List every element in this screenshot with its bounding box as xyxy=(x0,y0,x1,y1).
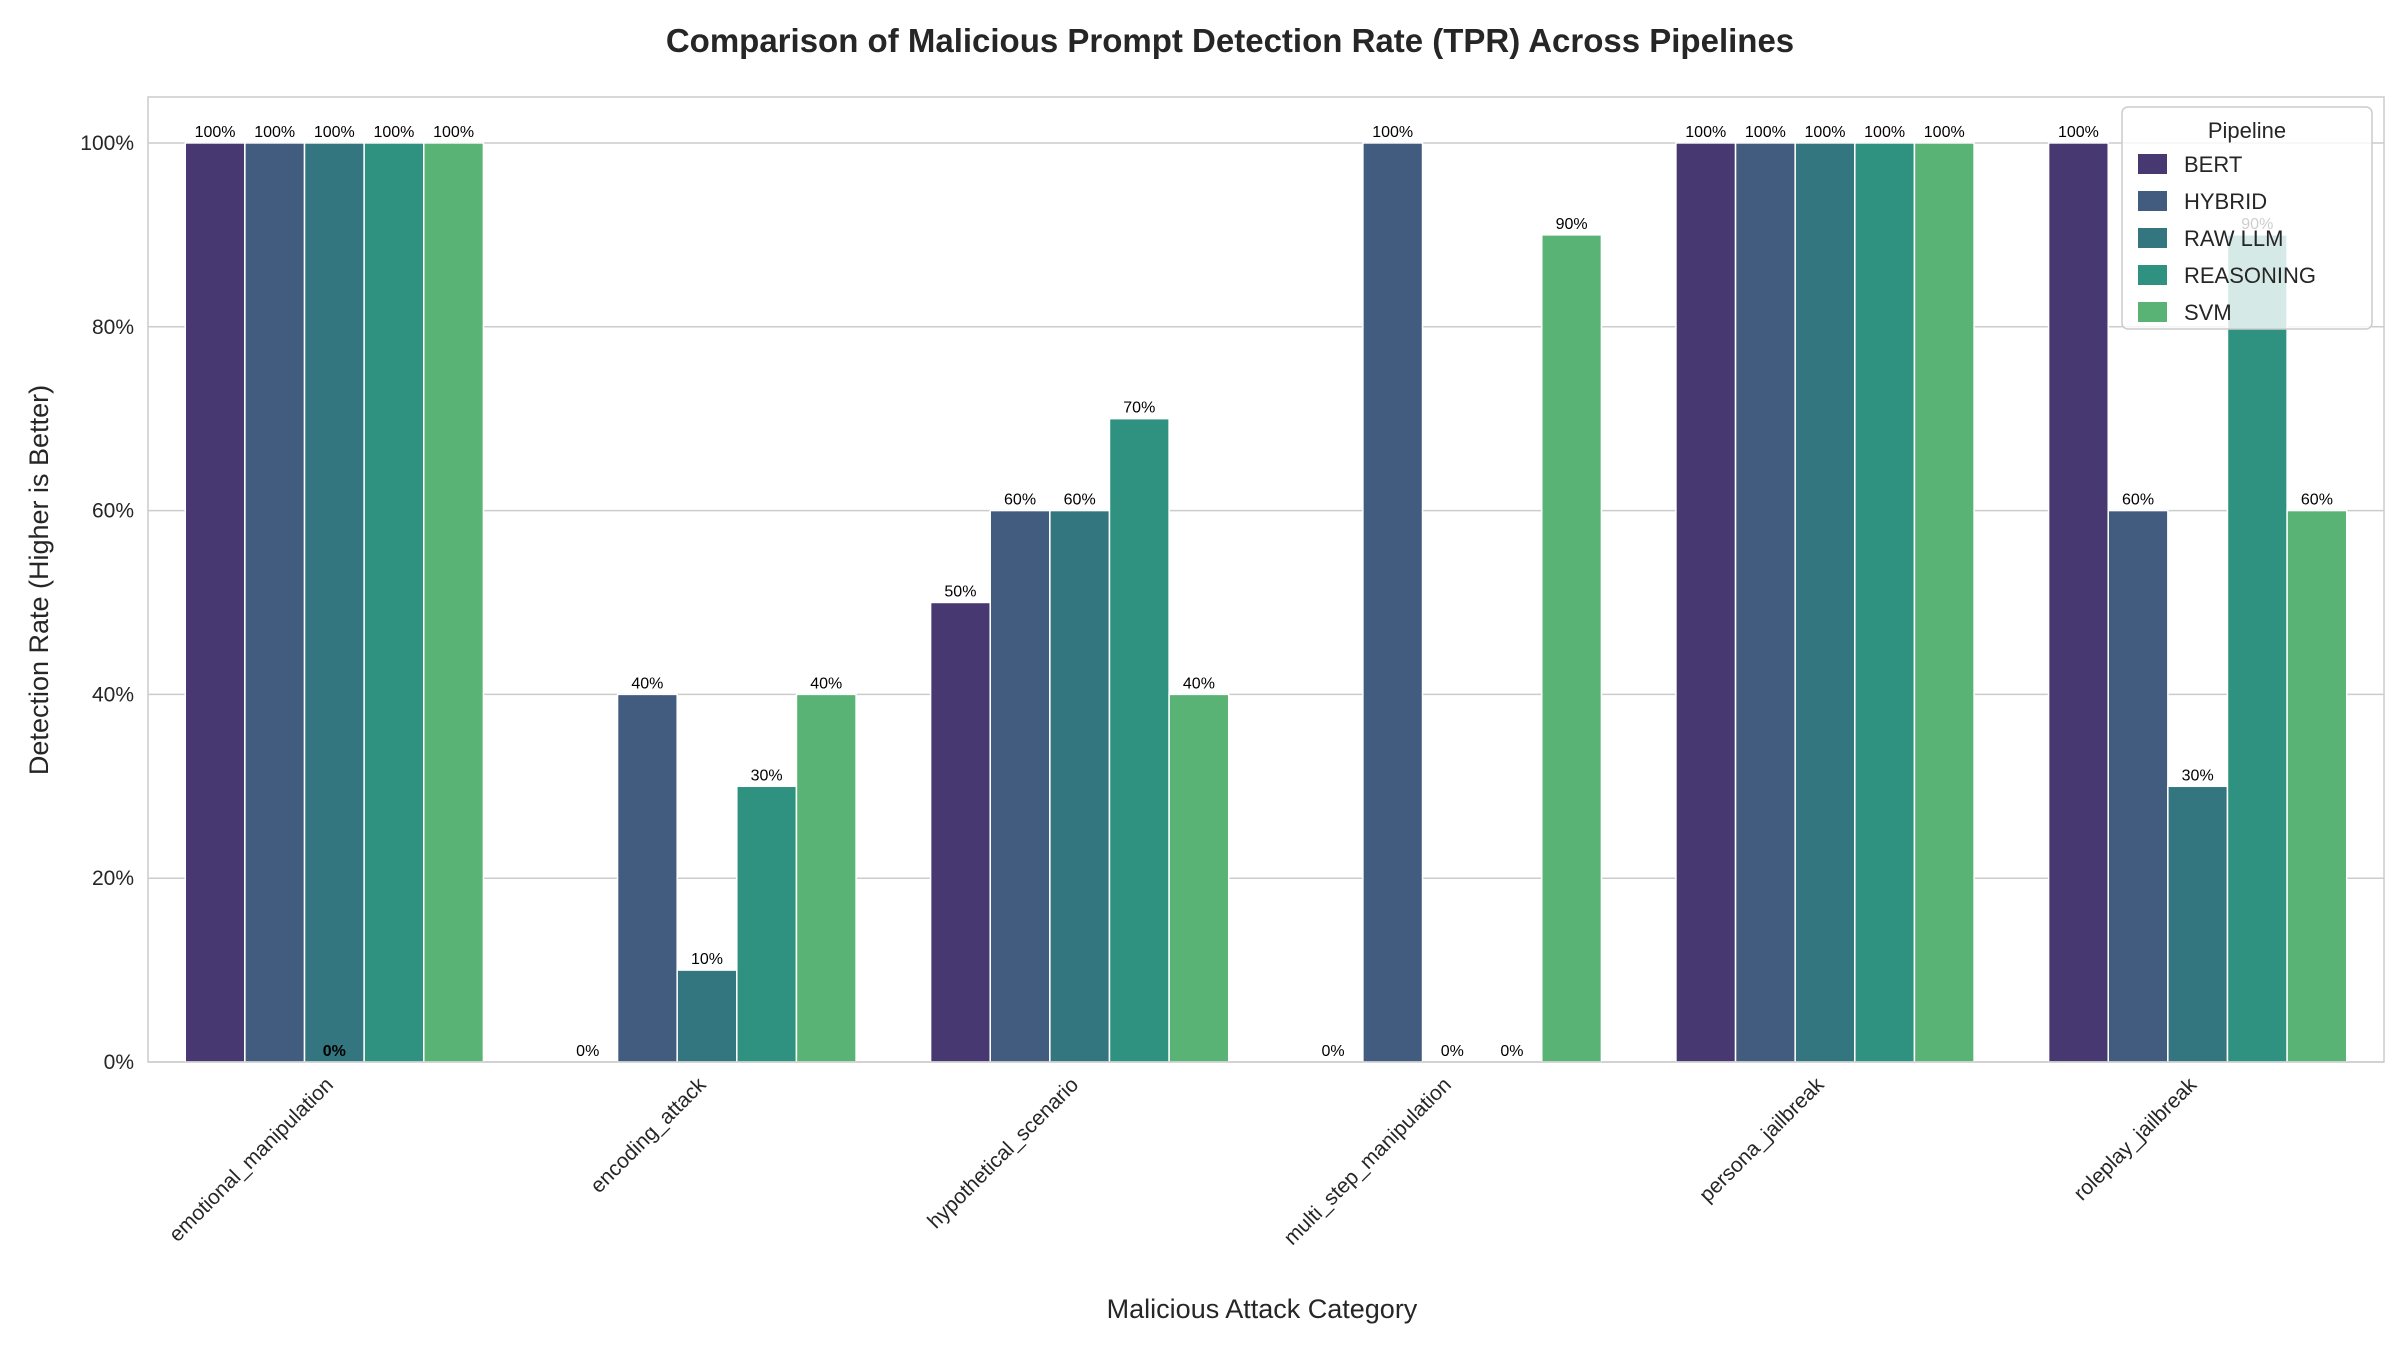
bar-svm-persona_jailbreak xyxy=(1913,142,1975,1063)
legend-title: Pipeline xyxy=(2208,118,2286,143)
y-axis-label: Detection Rate (Higher is Better) xyxy=(24,385,54,775)
data-label: 100% xyxy=(1372,124,1413,141)
bar-reasoning-encoding_attack xyxy=(736,785,798,1063)
data-label: 10% xyxy=(691,951,723,968)
data-label: 100% xyxy=(373,124,414,141)
bar-reasoning-roleplay_jailbreak xyxy=(2226,234,2288,1063)
y-tick-label: 40% xyxy=(92,683,134,706)
legend-label: REASONING xyxy=(2184,263,2316,288)
legend-items: BERT HYBRID RAW LLM REASONING SVM xyxy=(2138,152,2316,325)
data-label: 0% xyxy=(576,1043,599,1060)
legend-box xyxy=(2121,106,2373,330)
x-axis-label: Malicious Attack Category xyxy=(1107,1294,1418,1324)
legend-swatch xyxy=(2138,302,2167,322)
data-label: 100% xyxy=(1805,124,1846,141)
extra-annotation: 0% xyxy=(323,1043,346,1060)
data-label: 100% xyxy=(1745,124,1786,141)
y-axis-ticks: 0% 20% 40% 60% 80% 100% xyxy=(80,132,134,1074)
bar-reasoning-hypothetical_scenario xyxy=(1108,417,1170,1063)
bar-raw-llm-encoding_attack xyxy=(676,969,738,1063)
bar-reasoning-persona_jailbreak xyxy=(1854,142,1916,1063)
bar-svm-encoding_attack xyxy=(795,693,857,1063)
bar-bert-roleplay_jailbreak xyxy=(2047,142,2109,1063)
data-label: 0% xyxy=(1322,1043,1345,1060)
data-label: 100% xyxy=(1685,124,1726,141)
data-label: 30% xyxy=(751,767,783,784)
plot-area-frame xyxy=(147,96,2385,1063)
bars xyxy=(184,142,2348,1063)
bar-hybrid-roleplay_jailbreak xyxy=(2107,509,2169,1063)
data-label: 40% xyxy=(810,675,842,692)
bar-svm-hypothetical_scenario xyxy=(1168,693,1230,1063)
legend-swatch xyxy=(2138,191,2167,211)
y-tick-label: 60% xyxy=(92,500,134,523)
data-label: 60% xyxy=(1064,492,1096,509)
bar-bert-hypothetical_scenario xyxy=(929,601,991,1063)
bar-raw-llm-hypothetical_scenario xyxy=(1049,509,1111,1063)
bar-bert-emotional_manipulation xyxy=(184,142,246,1063)
bar-hybrid-hypothetical_scenario xyxy=(989,509,1051,1063)
y-tick-label: 80% xyxy=(92,316,134,339)
bar-svm-roleplay_jailbreak xyxy=(2286,509,2348,1063)
data-label: 50% xyxy=(944,583,976,600)
y-tick-label: 0% xyxy=(104,1051,134,1074)
legend-swatch xyxy=(2138,265,2167,285)
data-label: 100% xyxy=(1864,124,1905,141)
data-label: 90% xyxy=(1556,216,1588,233)
bar-hybrid-emotional_manipulation xyxy=(244,142,306,1063)
data-label: 100% xyxy=(433,124,474,141)
legend-swatch xyxy=(2138,228,2167,248)
legend: Pipeline BERT HYBRID RAW LLM REASONING SVM xyxy=(2121,106,2373,330)
data-label: 100% xyxy=(254,124,295,141)
data-label: 0% xyxy=(1500,1043,1523,1060)
legend-label: RAW LLM xyxy=(2184,226,2283,251)
data-label: 60% xyxy=(2122,492,2154,509)
data-label: 40% xyxy=(631,675,663,692)
legend-swatch xyxy=(2138,154,2167,174)
y-tick-label: 20% xyxy=(92,867,134,890)
data-label: 100% xyxy=(195,124,236,141)
y-tick-label: 100% xyxy=(80,132,134,155)
legend-label: HYBRID xyxy=(2184,189,2267,214)
chart-title: Comparison of Malicious Prompt Detection… xyxy=(666,22,1794,59)
data-label: 60% xyxy=(2301,492,2333,509)
data-label: 30% xyxy=(2182,767,2214,784)
data-label: 100% xyxy=(2058,124,2099,141)
bar-raw-llm-roleplay_jailbreak xyxy=(2167,785,2229,1063)
data-label: 60% xyxy=(1004,492,1036,509)
bar-reasoning-emotional_manipulation xyxy=(363,142,425,1063)
data-label: 100% xyxy=(1924,124,1965,141)
legend-label: BERT xyxy=(2184,152,2242,177)
bar-svm-emotional_manipulation xyxy=(423,142,485,1063)
bar-raw-llm-persona_jailbreak xyxy=(1794,142,1856,1063)
bar-svm-multi_step_manipulation xyxy=(1541,234,1603,1063)
bar-hybrid-encoding_attack xyxy=(616,693,678,1063)
data-label: 70% xyxy=(1123,400,1155,417)
bar-raw-llm-emotional_manipulation xyxy=(303,142,365,1063)
data-label: 0% xyxy=(1441,1043,1464,1060)
bar-bert-persona_jailbreak xyxy=(1675,142,1737,1063)
data-label: 40% xyxy=(1183,675,1215,692)
bar-hybrid-multi_step_manipulation xyxy=(1362,142,1424,1063)
bar-hybrid-persona_jailbreak xyxy=(1734,142,1796,1063)
legend-label: SVM xyxy=(2184,300,2232,325)
data-label: 100% xyxy=(314,124,355,141)
data-labels: 100% 100% 100% 100% 100% 0% 40% 10% 30% 40% 50% 60%… xyxy=(195,124,2333,1060)
